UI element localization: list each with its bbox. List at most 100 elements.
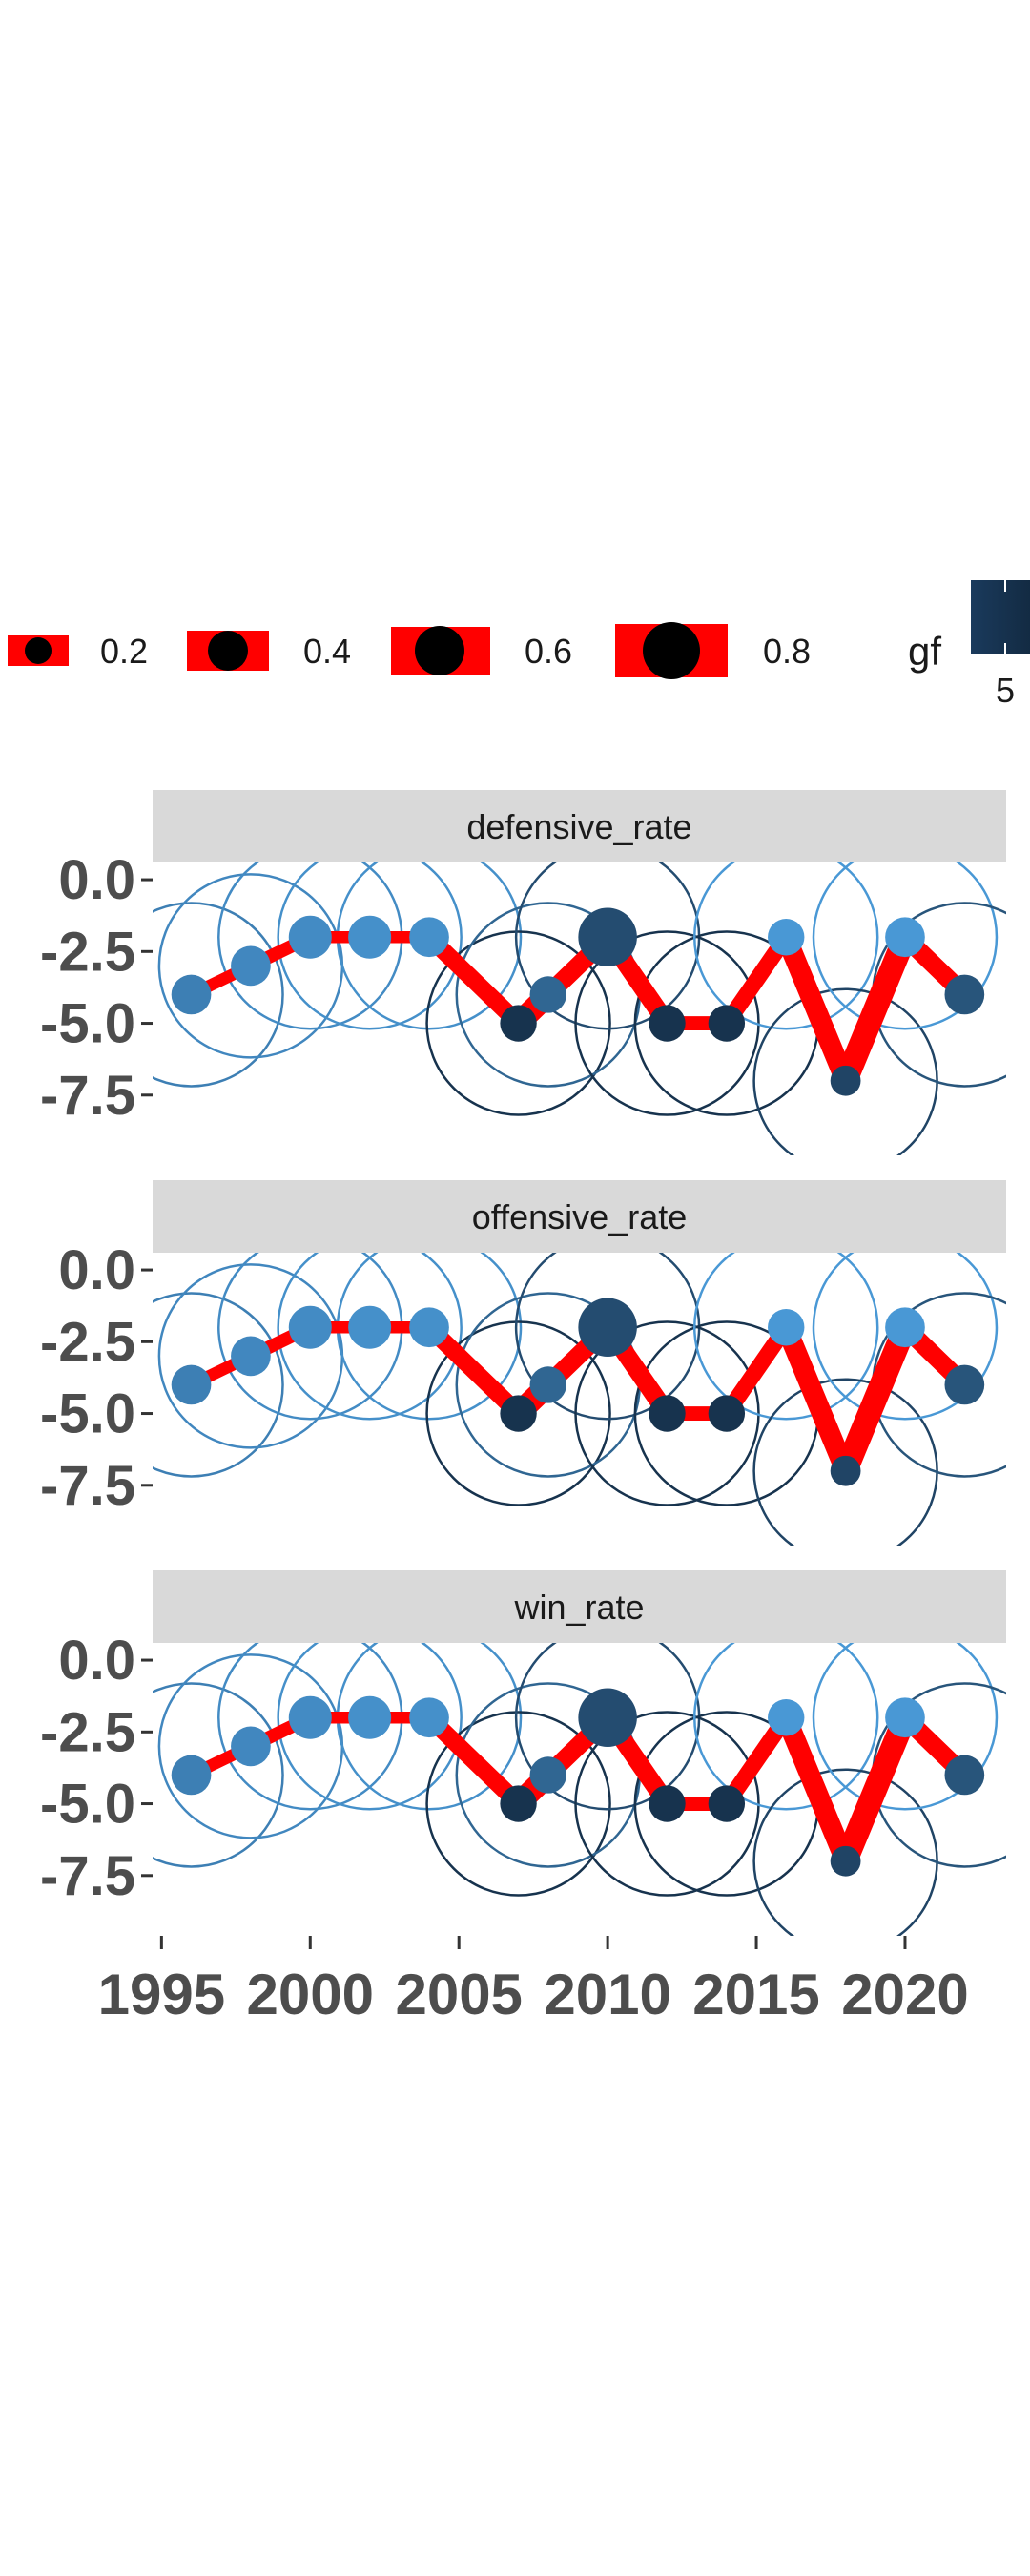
data-point [885, 1307, 925, 1348]
ring-mark [153, 902, 284, 1088]
colorbar-label: 5 [996, 671, 1015, 710]
legend-point-swatch [643, 622, 700, 679]
x-tick-label: 2010 [544, 1963, 670, 2026]
color-legend-title: gf [908, 629, 941, 674]
data-point [500, 1005, 537, 1042]
facet-strip [153, 1180, 1006, 1253]
ring-mark [277, 862, 463, 1030]
data-point [768, 1309, 805, 1346]
y-tick-label: -2.5 [40, 921, 135, 983]
data-point [500, 1395, 537, 1432]
data-point [409, 1697, 449, 1738]
facet-panel: offensive_rate 0.0 -2.5 -5.0 -7.5 [40, 1180, 1006, 1546]
size-legend-label: 0.4 [303, 632, 351, 671]
data-point [171, 974, 212, 1015]
ring-mark [153, 1292, 284, 1478]
size-legend-label: 0.2 [100, 632, 148, 671]
data-point [944, 1364, 985, 1405]
ring-mark [153, 1682, 284, 1868]
x-tick-label: 2000 [247, 1963, 374, 2026]
ring-mark [812, 1643, 999, 1811]
facet-strip [153, 1570, 1006, 1643]
panel-area [153, 1253, 1006, 1546]
size-legend-label: 0.6 [525, 632, 572, 671]
data-point [768, 1699, 805, 1736]
y-tick-label: -2.5 [40, 1311, 135, 1373]
facet-panel: win_rate 0.0 -2.5 -5.0 -7.5 [40, 1570, 1006, 1936]
ring-mark [425, 930, 611, 1116]
line-segment [776, 1714, 855, 1865]
line-segment [422, 1320, 525, 1421]
y-tick-label: 0.0 [58, 1239, 135, 1301]
data-point [649, 1005, 686, 1042]
data-point [649, 1395, 686, 1432]
data-point [288, 1305, 332, 1349]
x-tick-label: 2005 [395, 1963, 522, 2026]
y-tick-label: -5.0 [40, 1383, 135, 1445]
data-point [708, 1395, 746, 1432]
data-point [885, 1697, 925, 1738]
data-point [944, 1755, 985, 1796]
y-tick-label: 0.0 [58, 849, 135, 911]
ring-mark [812, 1253, 999, 1421]
x-tick-label: 1995 [98, 1963, 225, 2026]
data-point [348, 915, 392, 959]
data-point [830, 1845, 861, 1877]
ring-mark [693, 1253, 879, 1421]
data-point [649, 1785, 686, 1822]
data-point [500, 1785, 537, 1822]
x-tick-label: 2015 [692, 1963, 819, 2026]
data-point [529, 1756, 566, 1794]
data-point [409, 1307, 449, 1348]
legend-point-swatch [208, 631, 248, 671]
ring-mark [277, 1253, 463, 1421]
y-tick-label: -5.0 [40, 1774, 135, 1836]
data-point [830, 1065, 861, 1096]
legend-point-swatch [415, 626, 464, 675]
x-axis: 1995 2000 2005 2010 2015 2020 [98, 1936, 969, 2026]
ring-mark [425, 1320, 611, 1506]
data-point [288, 915, 332, 959]
data-point [578, 1688, 637, 1748]
data-point [708, 1785, 746, 1822]
data-point [231, 1336, 271, 1377]
facet-strip-label: offensive_rate [472, 1197, 688, 1236]
facet-strip-label: win_rate [513, 1588, 644, 1627]
y-tick-label: -7.5 [40, 1455, 135, 1517]
panel-area [153, 1643, 1006, 1936]
facet-panel: defensive_rate 0.0 -2.5 -5.0 -7.5 [40, 790, 1006, 1155]
data-point [885, 917, 925, 958]
size-legend-key: 0.8 [615, 622, 811, 679]
data-point [231, 1726, 271, 1767]
ring-mark [693, 1643, 879, 1811]
data-point [231, 945, 271, 987]
size-legend-label: 0.8 [763, 632, 811, 671]
data-point [768, 919, 805, 956]
legend-point-swatch [25, 637, 52, 664]
size-legend-key: 0.4 [187, 631, 351, 671]
data-point [348, 1305, 392, 1349]
data-point [708, 1005, 746, 1042]
data-point [171, 1755, 212, 1796]
data-point [171, 1364, 212, 1405]
ring-mark [693, 862, 879, 1030]
line-segment [834, 1322, 917, 1476]
data-point [409, 917, 449, 958]
line-segment [776, 933, 855, 1085]
y-tick-label: -7.5 [40, 1845, 135, 1907]
line-segment [776, 1323, 855, 1475]
legend: 0.2 0.4 0.6 0.8 gf 5 [8, 580, 1030, 710]
facet-panels: defensive_rate0.0-2.5-5.0-7.5offensive_r… [40, 790, 1006, 1936]
y-tick-label: -2.5 [40, 1701, 135, 1763]
y-tick-label: 0.0 [58, 1630, 135, 1692]
size-legend-key: 0.2 [8, 632, 148, 671]
data-point [529, 976, 566, 1013]
ring-mark [277, 1643, 463, 1811]
line-segment [834, 932, 917, 1086]
facet-strip-label: defensive_rate [466, 807, 691, 846]
data-point [288, 1695, 332, 1739]
data-point [529, 1366, 566, 1403]
x-tick-label: 2020 [841, 1963, 968, 2026]
data-point [830, 1455, 861, 1486]
